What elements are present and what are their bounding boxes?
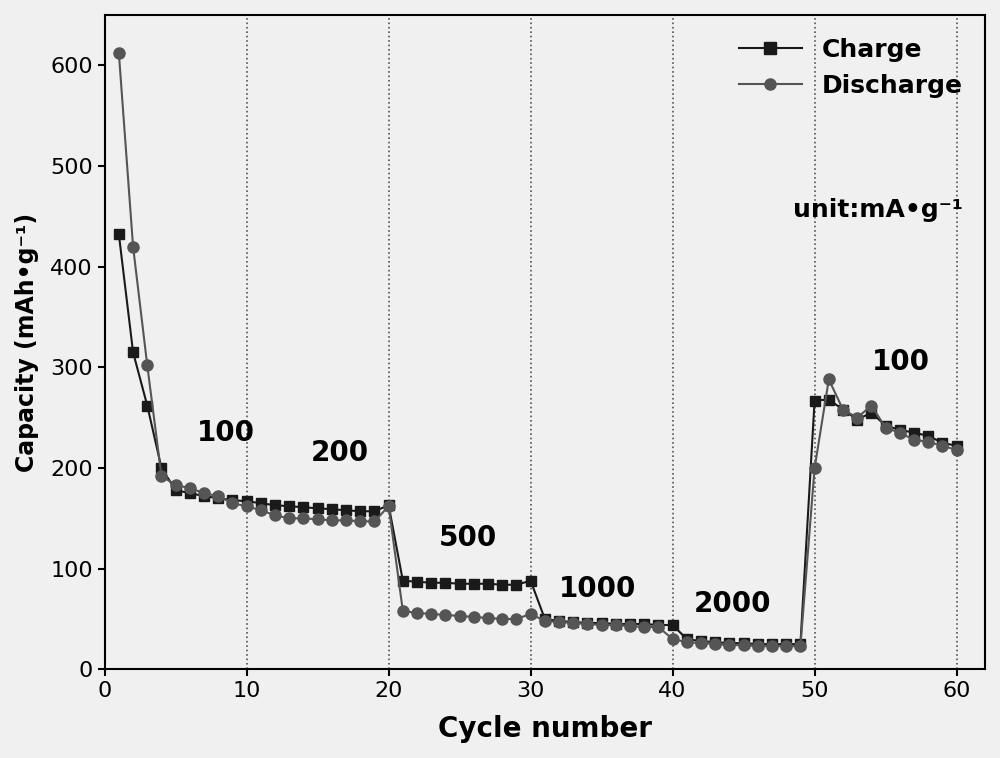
Text: 1000: 1000 — [559, 575, 636, 603]
Y-axis label: Capacity (mAh•g⁻¹): Capacity (mAh•g⁻¹) — [15, 212, 39, 471]
Text: 200: 200 — [311, 439, 369, 467]
Text: 100: 100 — [197, 418, 255, 446]
Text: 100: 100 — [871, 348, 929, 376]
X-axis label: Cycle number: Cycle number — [438, 715, 652, 743]
Text: unit:mA•g⁻¹: unit:mA•g⁻¹ — [793, 198, 963, 222]
Legend: Charge, Discharge: Charge, Discharge — [729, 27, 972, 108]
Text: 500: 500 — [438, 525, 497, 553]
Text: 2000: 2000 — [694, 590, 771, 618]
